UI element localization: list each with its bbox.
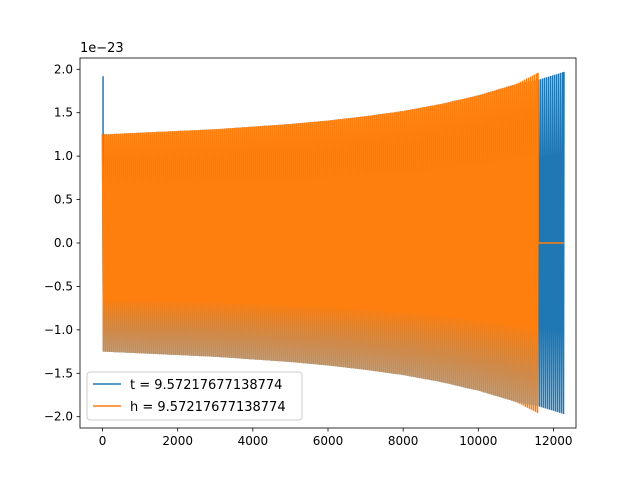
series-layer <box>101 71 565 415</box>
legend-label-1: t = 9.57217677138774 <box>130 378 282 393</box>
x-tick-label: 6000 <box>313 434 344 448</box>
series-2 <box>101 72 564 414</box>
x-tick-label: 12000 <box>534 434 572 448</box>
x-axis: 0 2000 4000 6000 8000 10000 12000 <box>99 428 573 448</box>
legend: t = 9.57217677138774 h = 9.57217677138774 <box>86 371 303 421</box>
x-tick-label: 0 <box>99 434 107 448</box>
y-tick-label: 2.0 <box>54 62 73 76</box>
y-offset-label: 1e−23 <box>80 41 124 56</box>
x-tick-label: 10000 <box>459 434 497 448</box>
y-tick-label: 1.5 <box>54 106 73 120</box>
y-tick-label: 0.5 <box>54 193 73 207</box>
y-tick-label: 1.0 <box>54 149 73 163</box>
y-tick-label: 0.0 <box>54 236 73 250</box>
legend-box <box>86 371 303 421</box>
y-tick-label: −2.0 <box>44 410 73 424</box>
legend-label-2: h = 9.57217677138774 <box>130 400 286 415</box>
y-tick-label: −1.0 <box>44 323 73 337</box>
x-tick-label: 2000 <box>162 434 193 448</box>
y-axis: −2.0 −1.5 −1.0 −0.5 0.0 0.5 1.0 1.5 2.0 <box>44 62 80 424</box>
y-tick-label: −1.5 <box>44 366 73 380</box>
series-2-line <box>101 72 564 414</box>
y-tick-label: −0.5 <box>44 279 73 293</box>
x-tick-label: 8000 <box>388 434 419 448</box>
x-tick-label: 4000 <box>238 434 269 448</box>
